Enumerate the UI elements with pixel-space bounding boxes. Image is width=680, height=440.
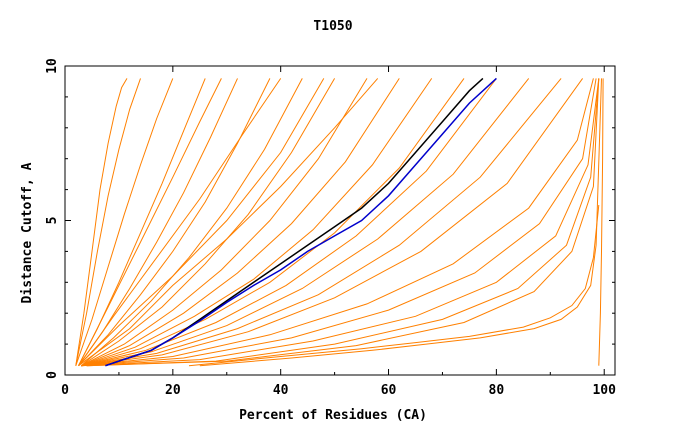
y-tick-label: 5 — [45, 217, 60, 225]
model-curve-26 — [188, 204, 600, 367]
model-curve-2 — [75, 78, 141, 366]
model-curve-16 — [81, 78, 584, 367]
x-tick-label: 20 — [165, 383, 181, 398]
model-curve-10 — [81, 78, 400, 367]
series-layer — [75, 78, 604, 367]
model-curve-23 — [78, 78, 222, 366]
model-curve-1 — [75, 78, 128, 366]
model-curve-24 — [78, 78, 282, 366]
highlight-layer — [105, 77, 497, 367]
model-curve-25 — [78, 78, 325, 367]
y-tick-label: 10 — [45, 58, 60, 74]
model-curve-14 — [81, 78, 530, 367]
y-tick-label: 0 — [45, 371, 60, 379]
model-curve-20 — [86, 78, 600, 367]
model-curve-27 — [199, 78, 602, 367]
model-curve-28 — [598, 78, 604, 366]
model-curve-5 — [78, 78, 238, 366]
model-curve-7 — [80, 78, 303, 367]
model-curve-18 — [81, 78, 597, 367]
model-curve-8 — [80, 78, 336, 367]
model-curve-15 — [81, 78, 562, 367]
model-curve-11 — [81, 78, 433, 367]
x-tick-label: 40 — [273, 383, 289, 398]
chart-title: T1050 — [313, 19, 352, 34]
x-tick-label: 60 — [381, 383, 397, 398]
ticks-layer: 0 20 40 60 80 100 0 5 10 — [45, 58, 616, 398]
x-tick-label: 0 — [61, 383, 69, 398]
x-axis-label: Percent of Residues (CA) — [239, 408, 427, 423]
x-tick-label: 80 — [489, 383, 505, 398]
model-curve-22 — [78, 78, 379, 367]
model-curve-3 — [75, 78, 174, 366]
y-axis-label: Distance Cutoff, A — [20, 162, 35, 303]
model-curve-17 — [81, 78, 594, 367]
model-curve-12 — [81, 78, 465, 367]
model-curve-21 — [86, 78, 600, 367]
x-tick-label: 100 — [592, 383, 616, 398]
model-curve-13 — [81, 78, 497, 367]
highlight-curve-blue — [105, 77, 497, 367]
model-curve-6 — [78, 78, 271, 367]
model-curve-19 — [81, 78, 600, 367]
model-curve-9 — [80, 78, 368, 367]
